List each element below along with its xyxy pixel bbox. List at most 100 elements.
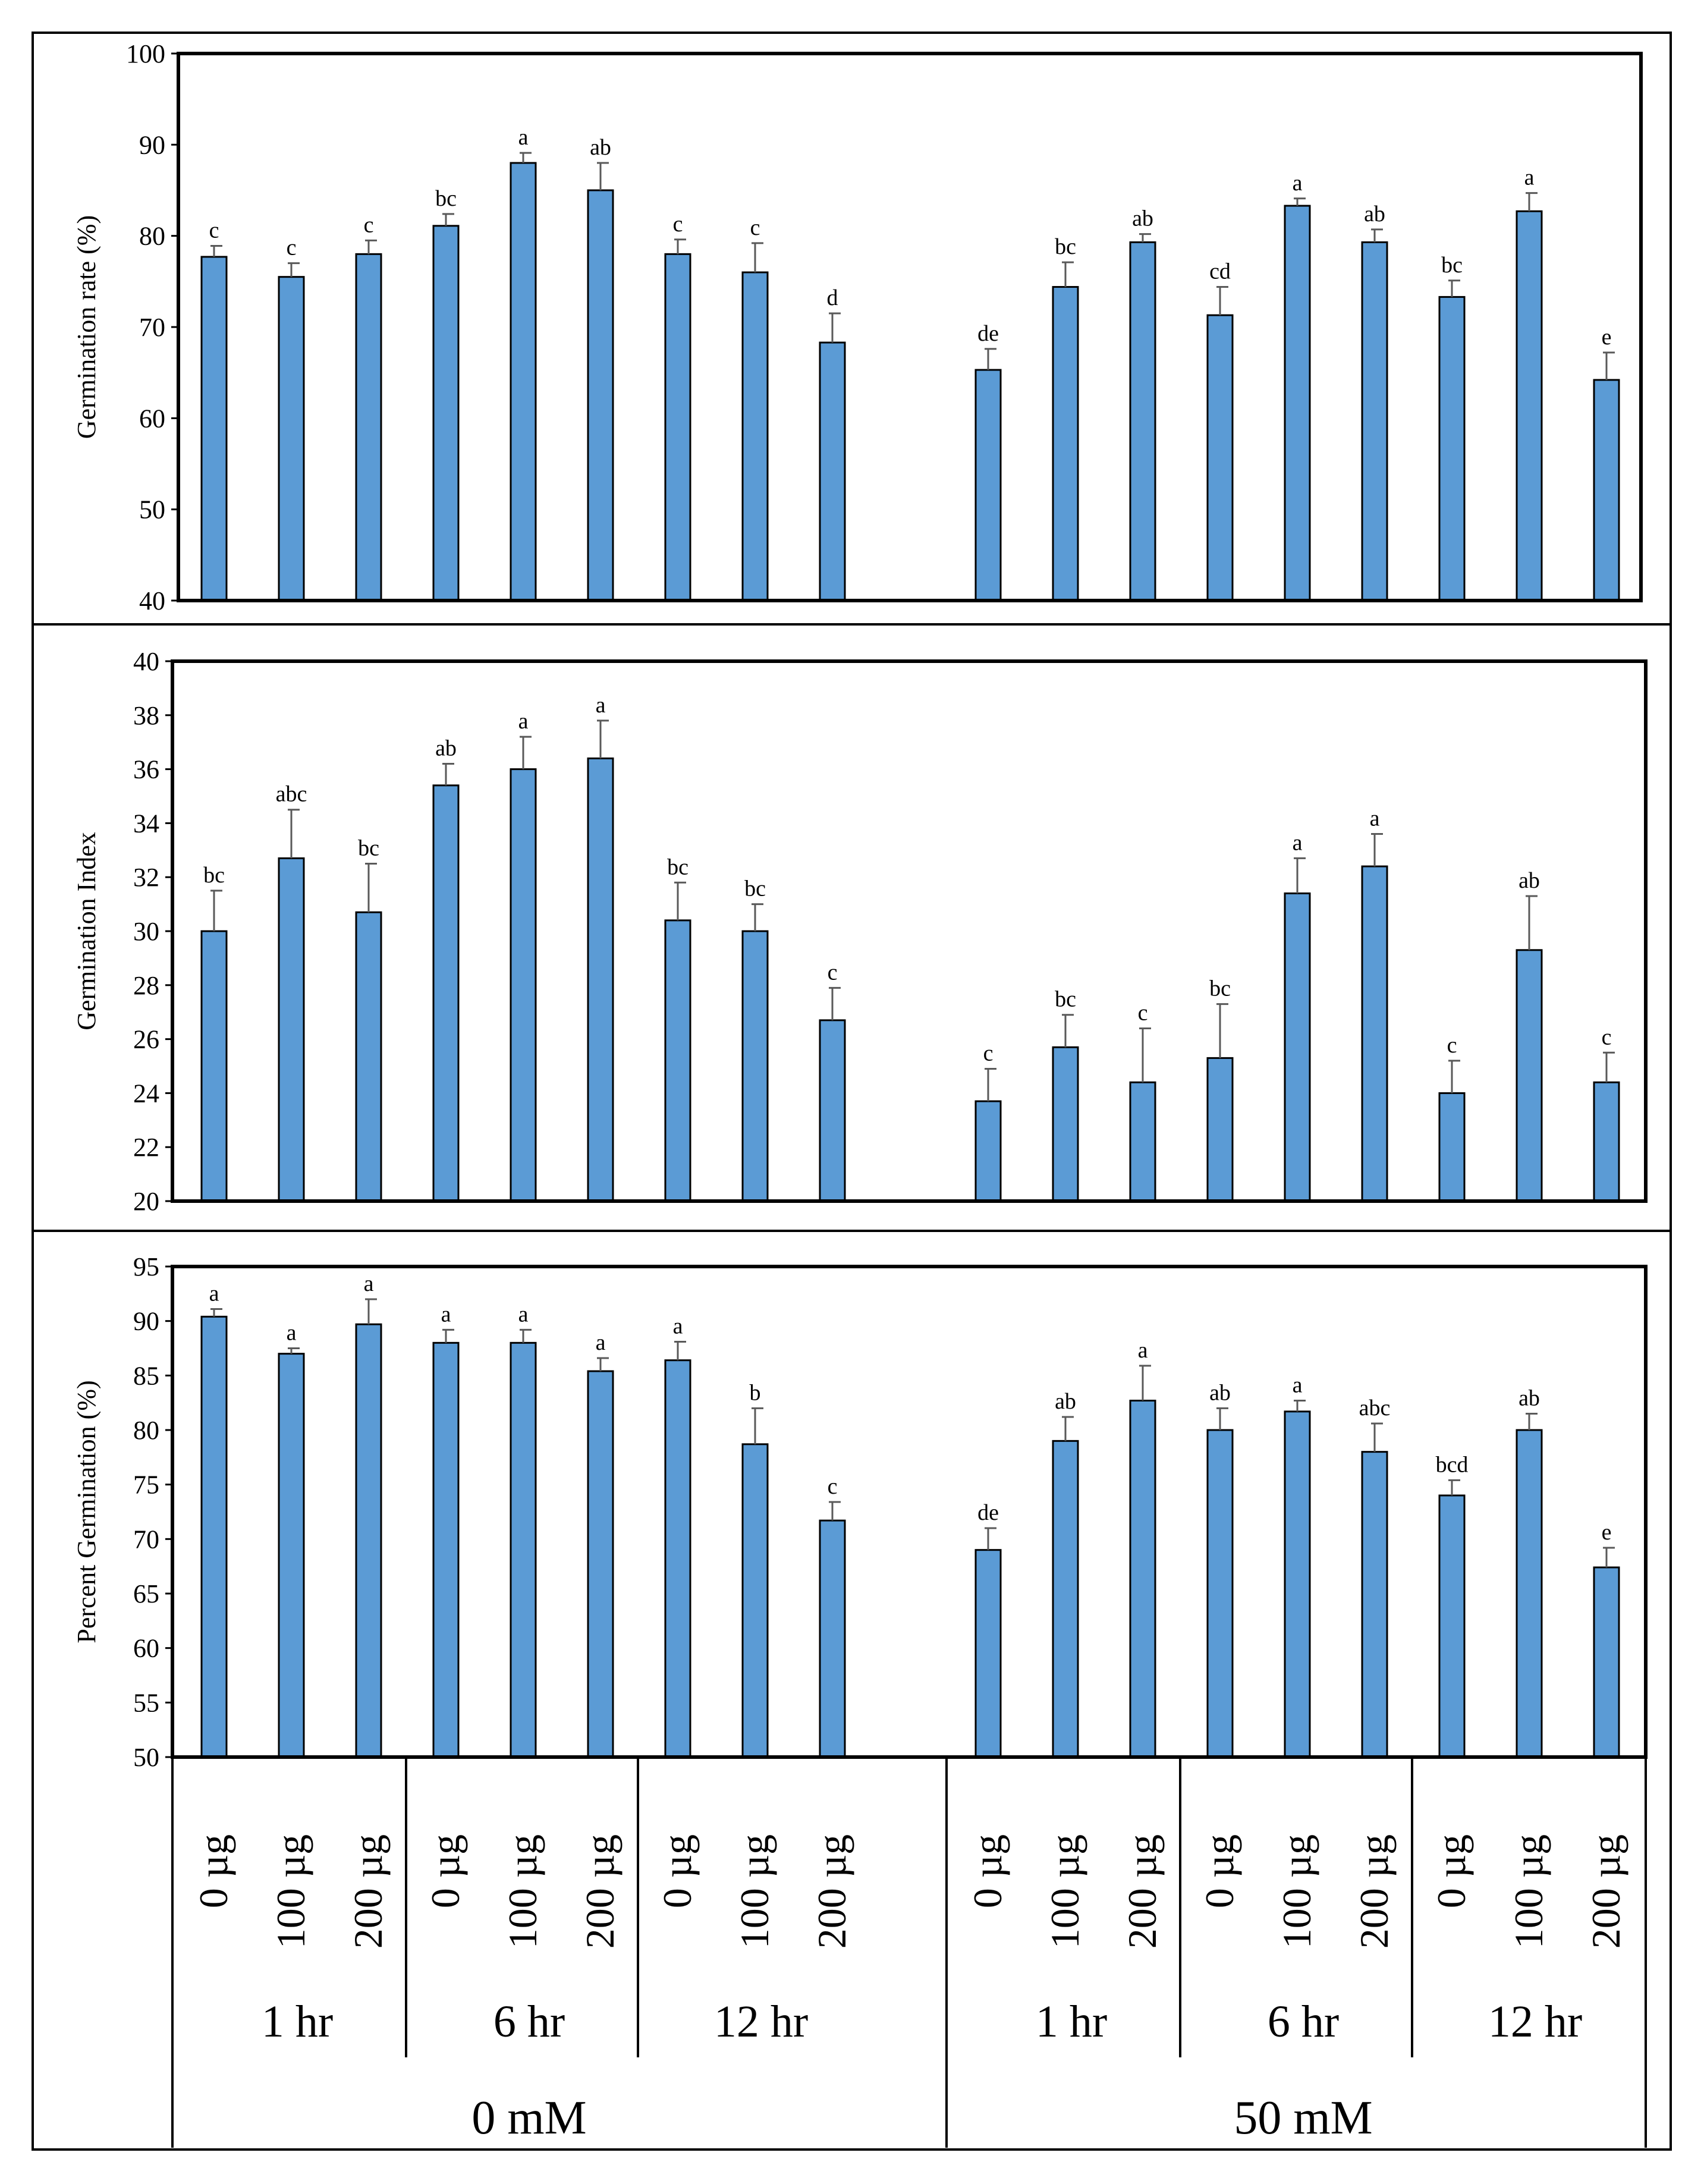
bar [1206, 314, 1234, 602]
significance-letter: a [209, 1281, 219, 1306]
dose-label: 100 µg [500, 1834, 545, 1949]
time-label: 1 hr [262, 1997, 333, 2047]
bar [974, 369, 1002, 602]
significance-letter: a [518, 125, 529, 150]
y-tick-label: 50 [139, 495, 165, 524]
y-tick-label: 80 [139, 222, 165, 251]
bar [741, 1443, 769, 1758]
bar [664, 919, 691, 1202]
time-label: 6 hr [1268, 1997, 1339, 2047]
y-tick-label: 70 [139, 313, 165, 342]
y-tick-label: 90 [139, 130, 165, 159]
y-tick-label: 30 [133, 917, 159, 946]
y-tick-label: 100 [126, 39, 165, 68]
significance-letter: c [828, 960, 838, 985]
bar [278, 1353, 305, 1758]
significance-letter: bc [358, 836, 379, 861]
bar [587, 1370, 614, 1758]
significance-letter: c [750, 215, 760, 240]
bar [1438, 1092, 1466, 1202]
bar [819, 341, 846, 602]
significance-letter: cd [1209, 259, 1231, 284]
bar [1206, 1429, 1234, 1758]
y-axis-title: Germination Index [72, 832, 101, 1030]
significance-letter: bc [1055, 987, 1076, 1012]
significance-letter: bcd [1436, 1452, 1469, 1477]
significance-letter: ab [435, 736, 457, 761]
plot-area-frame [171, 659, 1648, 1203]
significance-letter: de [977, 321, 999, 346]
dose-label: 100 µg [268, 1834, 313, 1949]
bar [510, 162, 537, 602]
dose-label: 200 µg [577, 1834, 623, 1949]
bar [1052, 286, 1079, 602]
significance-letter: b [750, 1380, 761, 1405]
bar [510, 1341, 537, 1758]
y-tick-label: 24 [133, 1079, 159, 1108]
x-axis-categories: 0 µg 100 µg 200 µg 0 µg 100 µg 200 µg 0 µg 100 … [171, 1757, 1647, 2148]
bar [1516, 949, 1543, 1202]
salt-label: 0 mM [471, 2092, 586, 2144]
dose-label: 0 µg [191, 1834, 236, 1908]
significance-letter: a [364, 1271, 374, 1296]
y-tick-label: 60 [133, 1634, 159, 1663]
significance-letter: c [209, 218, 219, 243]
y-tick-label: 26 [133, 1025, 159, 1054]
bar [1516, 210, 1543, 602]
chart-panel: 20 22 24 26 28 30 32 34 36 38 40 Germination Index b… [32, 623, 1672, 1232]
significance-letter: bc [1441, 253, 1463, 278]
bar [1361, 241, 1388, 602]
chart-panel: 50 55 60 65 70 75 80 85 90 95 Percent Germination … [32, 1230, 1672, 2151]
significance-letter: a [1370, 806, 1380, 831]
bar [1516, 1429, 1543, 1758]
significance-letter: abc [276, 782, 307, 807]
bar [587, 757, 614, 1202]
bar [741, 930, 769, 1202]
bar [200, 256, 228, 602]
bar [1593, 1566, 1620, 1758]
plot-area-frame [177, 52, 1643, 602]
dose-label: 100 µg [1274, 1834, 1319, 1949]
significance-letter: bc [203, 863, 225, 888]
significance-letter: a [518, 709, 529, 734]
y-tick-label: 40 [139, 586, 165, 615]
dose-label: 0 µg [423, 1834, 468, 1908]
bar [1284, 205, 1311, 602]
y-tick-label: 70 [133, 1525, 159, 1554]
bar [1593, 1081, 1620, 1202]
bar [1284, 892, 1311, 1202]
y-tick-label: 75 [133, 1470, 159, 1500]
y-tick-label: 65 [133, 1579, 159, 1608]
bar [1593, 379, 1620, 602]
dose-label: 0 µg [1197, 1834, 1242, 1908]
significance-letter: ab [1518, 1386, 1540, 1411]
significance-letter: c [828, 1474, 838, 1499]
time-label: 6 hr [493, 1997, 565, 2047]
bar [664, 1359, 691, 1758]
y-axis-title: Percent Germination (%) [72, 1380, 101, 1643]
y-tick-label: 50 [133, 1743, 159, 1772]
y-tick-label: 55 [133, 1688, 159, 1717]
y-tick-label: 32 [133, 863, 159, 892]
y-tick-label: 22 [133, 1133, 159, 1162]
significance-letter: c [673, 212, 683, 237]
salt-label: 50 mM [1234, 2092, 1372, 2144]
bar [1206, 1057, 1234, 1202]
significance-letter: bc [744, 876, 766, 901]
bar [510, 768, 537, 1202]
dose-label: 100 µg [1042, 1834, 1087, 1949]
bar [278, 276, 305, 602]
significance-letter: a [596, 1330, 606, 1355]
significance-letter: bc [667, 854, 688, 879]
bar [1052, 1440, 1079, 1758]
dose-label: 100 µg [732, 1834, 777, 1949]
significance-letter: a [1293, 830, 1303, 855]
bar [974, 1549, 1002, 1758]
bar [664, 253, 691, 602]
significance-letter: a [1293, 171, 1303, 196]
bar [1129, 1400, 1156, 1758]
significance-letter: de [977, 1500, 999, 1525]
bar [200, 930, 228, 1202]
significance-letter: bc [1055, 234, 1076, 259]
y-tick-label: 36 [133, 755, 159, 784]
